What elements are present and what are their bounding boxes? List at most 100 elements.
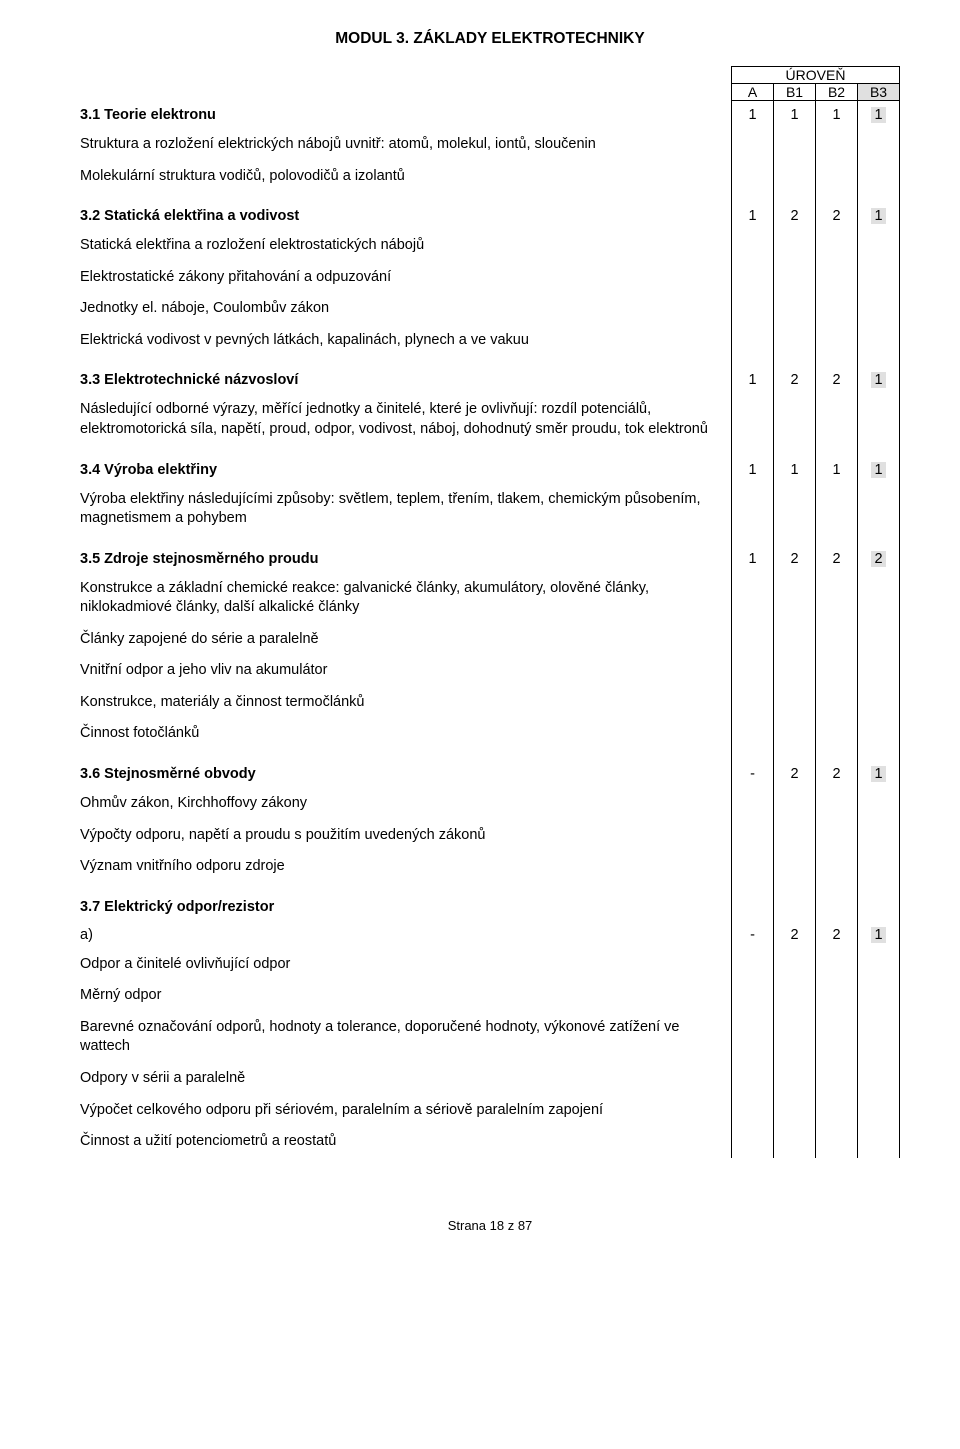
module-title: MODUL 3. ZÁKLADY ELEKTROTECHNIKY bbox=[80, 30, 900, 48]
level-cell-empty bbox=[732, 788, 774, 820]
level-cell-empty bbox=[858, 161, 900, 193]
level-col-b3: B3 bbox=[858, 84, 900, 101]
content-text: Odpory v sérii a paralelně bbox=[80, 1063, 732, 1095]
section-title: 3.1 Teorie elektronu bbox=[80, 101, 732, 130]
level-header-title: ÚROVEŇ bbox=[732, 67, 900, 84]
level-cell-empty bbox=[858, 230, 900, 262]
content-text: Konstrukce a základní chemické reakce: g… bbox=[80, 573, 732, 624]
level-cell: 2 bbox=[816, 545, 858, 573]
level-cell-empty bbox=[858, 718, 900, 750]
level-cell-empty bbox=[774, 394, 816, 445]
content-text: Činnost a užití potenciometrů a reostatů bbox=[80, 1126, 732, 1158]
level-cell bbox=[858, 893, 900, 921]
level-cell-empty bbox=[816, 788, 858, 820]
level-cell-empty bbox=[774, 573, 816, 624]
level-cell-empty bbox=[816, 484, 858, 535]
level-cell-empty bbox=[774, 788, 816, 820]
level-value: 1 bbox=[748, 107, 756, 123]
content-row: Články zapojené do série a paralelně bbox=[80, 624, 900, 656]
level-cell-empty bbox=[858, 851, 900, 883]
level-value: 1 bbox=[871, 208, 885, 224]
level-value: 2 bbox=[790, 766, 798, 782]
level-value: 2 bbox=[871, 551, 885, 567]
level-cell-empty bbox=[732, 851, 774, 883]
level-cell-empty bbox=[858, 1126, 900, 1158]
level-value: 2 bbox=[832, 372, 840, 388]
level-cell: 2 bbox=[816, 921, 858, 949]
level-cell-empty bbox=[816, 230, 858, 262]
level-cell-empty bbox=[816, 262, 858, 294]
section-title: 3.4 Výroba elektřiny bbox=[80, 456, 732, 484]
level-cell-empty bbox=[732, 718, 774, 750]
content-text: Ohmův zákon, Kirchhoffovy zákony bbox=[80, 788, 732, 820]
level-cell-empty bbox=[816, 1063, 858, 1095]
level-cell: - bbox=[732, 921, 774, 949]
level-cell-empty bbox=[858, 325, 900, 357]
content-row: Vnitřní odpor a jeho vliv na akumulátor bbox=[80, 655, 900, 687]
content-text: Konstrukce, materiály a činnost termočlá… bbox=[80, 687, 732, 719]
level-cell-empty bbox=[816, 129, 858, 161]
section-title: 3.3 Elektrotechnické názvosloví bbox=[80, 366, 732, 394]
level-cell-empty bbox=[774, 325, 816, 357]
level-value: 2 bbox=[832, 927, 840, 943]
level-cell-empty bbox=[858, 687, 900, 719]
content-row: Elektrická vodivost v pevných látkách, k… bbox=[80, 325, 900, 357]
level-cell-empty bbox=[858, 262, 900, 294]
level-cell: 1 bbox=[732, 456, 774, 484]
content-row: Odpory v sérii a paralelně bbox=[80, 1063, 900, 1095]
level-value: 2 bbox=[790, 208, 798, 224]
level-cell-empty bbox=[858, 573, 900, 624]
level-cell: 1 bbox=[858, 456, 900, 484]
level-cell-empty bbox=[816, 851, 858, 883]
level-cell-empty bbox=[774, 1012, 816, 1063]
section-row: 3.2 Statická elektřina a vodivost1221 bbox=[80, 202, 900, 230]
content-row: Elektrostatické zákony přitahování a odp… bbox=[80, 262, 900, 294]
level-cell-empty bbox=[816, 1012, 858, 1063]
level-cell-empty bbox=[858, 788, 900, 820]
content-row: Jednotky el. náboje, Coulombův zákon bbox=[80, 293, 900, 325]
level-cell-empty bbox=[774, 949, 816, 981]
level-cell: - bbox=[732, 760, 774, 788]
level-cell-empty bbox=[816, 655, 858, 687]
content-text: Články zapojené do série a paralelně bbox=[80, 624, 732, 656]
content-text: Výpočty odporu, napětí a proudu s použit… bbox=[80, 820, 732, 852]
section-row: 3.7 Elektrický odpor/rezistor bbox=[80, 893, 900, 921]
level-cell-empty bbox=[732, 262, 774, 294]
level-col-b2: B2 bbox=[816, 84, 858, 101]
level-cell-empty bbox=[816, 820, 858, 852]
level-cell-empty bbox=[774, 624, 816, 656]
level-value: 1 bbox=[748, 551, 756, 567]
level-cell: 1 bbox=[858, 101, 900, 130]
level-cell-empty bbox=[774, 293, 816, 325]
level-cell-empty bbox=[858, 624, 900, 656]
level-cell-empty bbox=[732, 655, 774, 687]
level-value: 1 bbox=[871, 372, 885, 388]
section-row: 3.4 Výroba elektřiny1111 bbox=[80, 456, 900, 484]
content-row: Konstrukce, materiály a činnost termočlá… bbox=[80, 687, 900, 719]
level-cell: 1 bbox=[858, 366, 900, 394]
level-cell-empty bbox=[816, 1126, 858, 1158]
spacer-row bbox=[80, 192, 900, 202]
level-cell-empty bbox=[858, 129, 900, 161]
content-text: Elektrostatické zákony přitahování a odp… bbox=[80, 262, 732, 294]
level-header-row: ÚROVEŇ bbox=[80, 67, 900, 84]
level-value: 1 bbox=[748, 372, 756, 388]
content-row: Konstrukce a základní chemické reakce: g… bbox=[80, 573, 900, 624]
level-value: - bbox=[750, 766, 755, 782]
level-cell-empty bbox=[732, 394, 774, 445]
level-cell-empty bbox=[858, 293, 900, 325]
level-cell: 1 bbox=[774, 101, 816, 130]
level-cell: 1 bbox=[774, 456, 816, 484]
level-cell-empty bbox=[774, 484, 816, 535]
level-cell-empty bbox=[816, 949, 858, 981]
spacer-row bbox=[80, 750, 900, 760]
level-cell-empty bbox=[732, 1063, 774, 1095]
content-row: Ohmův zákon, Kirchhoffovy zákony bbox=[80, 788, 900, 820]
page: MODUL 3. ZÁKLADY ELEKTROTECHNIKY ÚROVEŇ … bbox=[0, 0, 960, 1263]
level-cell: 2 bbox=[774, 921, 816, 949]
level-cell: 2 bbox=[774, 202, 816, 230]
level-value: 1 bbox=[790, 107, 798, 123]
content-text: Činnost fotočlánků bbox=[80, 718, 732, 750]
content-row: Barevné označování odporů, hodnoty a tol… bbox=[80, 1012, 900, 1063]
section-row: 3.1 Teorie elektronu1111 bbox=[80, 101, 900, 130]
